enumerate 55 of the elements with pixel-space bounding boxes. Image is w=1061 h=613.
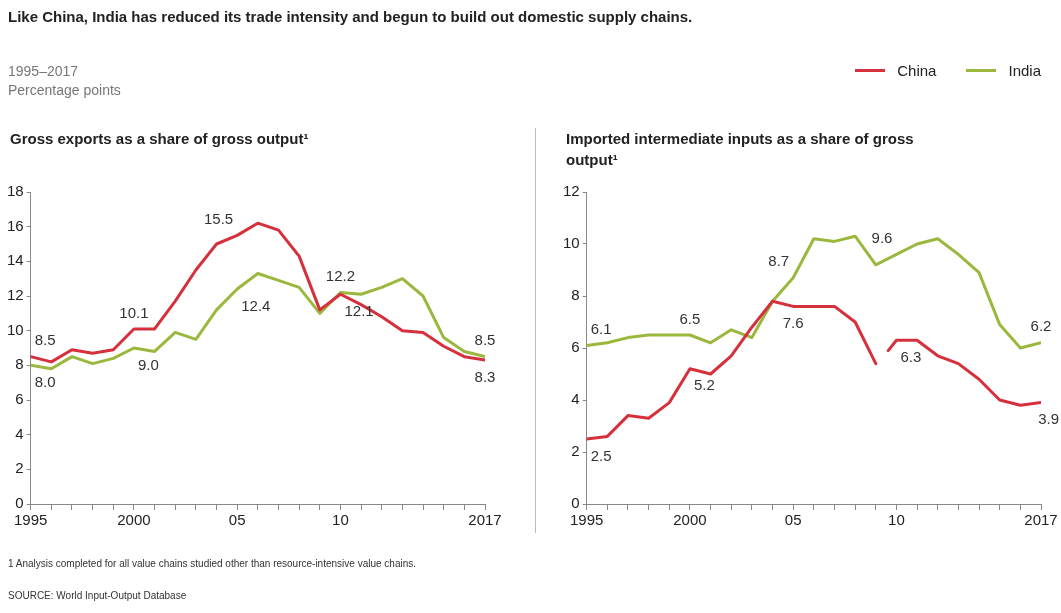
chart-title: Imported intermediate inputs as a share of gross output¹ <box>566 129 915 170</box>
text: Like China, India has reduced its trade intensity and begun to build out domestic supply chains. <box>8 8 693 25</box>
x-tick-label: 1995 <box>570 511 604 529</box>
x-tick-label: 2000 <box>673 511 707 529</box>
data-label: 12.1 <box>344 301 374 319</box>
x-tick-label: 2017 <box>1024 511 1058 529</box>
data-label: 8.7 <box>768 252 790 270</box>
y-tick-label: 4 <box>571 390 580 408</box>
data-label: 9.6 <box>871 229 893 247</box>
y-tick-label: 10 <box>7 320 24 338</box>
y-tick-label: 4 <box>15 424 24 442</box>
text: 1 Analysis completed for all value chains studied other than resource-intensive value chains. <box>8 558 417 569</box>
x-tick-label: 10 <box>888 511 905 529</box>
x-tick-label: 1995 <box>14 511 48 529</box>
data-label: 15.5 <box>203 209 234 227</box>
data-label: 2.5 <box>590 446 612 464</box>
x-tick-label: 2017 <box>468 511 502 529</box>
text: 1995–2017 Percentage points <box>8 62 121 100</box>
data-label: 7.6 <box>782 314 804 332</box>
data-label: 6.2 <box>1030 317 1052 335</box>
data-label: 8.0 <box>34 372 56 390</box>
y-tick-label: 16 <box>7 216 24 234</box>
data-label: 6.3 <box>900 347 922 365</box>
y-tick-label: 18 <box>7 182 24 200</box>
x-tick-label: 10 <box>332 511 349 529</box>
y-tick-label: 12 <box>563 182 580 200</box>
data-label: 12.2 <box>325 267 356 285</box>
data-label: 8.5 <box>34 331 56 349</box>
data-label: 10.1 <box>119 303 149 321</box>
x-tick-label: 05 <box>228 511 246 529</box>
data-label: 3.9 <box>1038 410 1059 428</box>
legend-label: India <box>1008 62 1041 79</box>
data-label: 12.4 <box>241 296 271 314</box>
data-label: 6.5 <box>679 309 701 327</box>
data-label: 8.3 <box>474 367 496 385</box>
data-label: 8.5 <box>474 331 496 349</box>
y-tick-label: 0 <box>571 494 580 512</box>
y-tick-label: 14 <box>7 251 24 269</box>
y-tick-label: 6 <box>571 338 580 356</box>
y-tick-label: 6 <box>15 390 24 408</box>
legend-label: China <box>897 62 937 79</box>
y-tick-label: 0 <box>15 494 24 512</box>
chart-title: Gross exports as a share of gross output¹ <box>10 129 310 149</box>
y-tick-label: 8 <box>15 355 24 373</box>
data-label: 5.2 <box>693 376 715 394</box>
y-tick-label: 10 <box>563 234 580 252</box>
y-tick-label: 8 <box>571 286 580 304</box>
data-label: 9.0 <box>137 355 159 373</box>
x-tick-label: 05 <box>784 511 802 529</box>
source-note: SOURCE: World Input-Output Database <box>8 590 187 601</box>
y-tick-label: 12 <box>7 286 24 304</box>
y-tick-label: 2 <box>15 459 24 477</box>
x-tick-label: 2000 <box>117 511 151 529</box>
y-tick-label: 2 <box>571 442 580 460</box>
data-label: 6.1 <box>590 320 612 338</box>
